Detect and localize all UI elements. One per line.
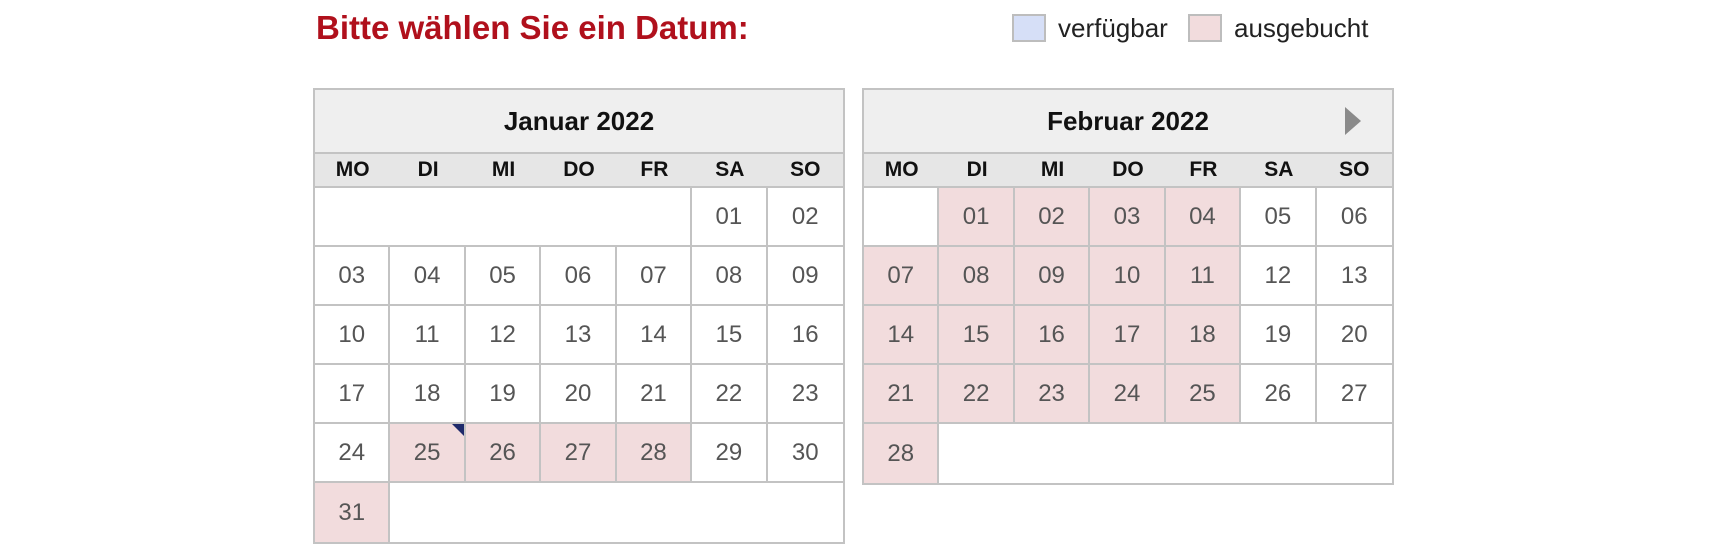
day-cell-03: 03 — [1090, 188, 1165, 247]
day-cell-04: 04 — [1166, 188, 1241, 247]
day-cell-03[interactable]: 03 — [315, 247, 390, 306]
day-cell-22[interactable]: 22 — [692, 365, 767, 424]
day-cell-25: 25 — [390, 424, 465, 483]
day-cell-27: 27 — [541, 424, 616, 483]
empty-cell — [939, 424, 1392, 483]
day-cell-24[interactable]: 24 — [315, 424, 390, 483]
weekday-sa: SA — [692, 154, 767, 186]
day-cell-07: 07 — [864, 247, 939, 306]
day-cell-13[interactable]: 13 — [1317, 247, 1392, 306]
calendar-header: Februar 2022 — [864, 90, 1392, 154]
day-cell-01[interactable]: 01 — [692, 188, 767, 247]
day-cell-02[interactable]: 02 — [768, 188, 843, 247]
empty-cell — [315, 188, 692, 247]
day-cell-12[interactable]: 12 — [1241, 247, 1316, 306]
legend-booked-swatch — [1188, 14, 1222, 42]
legend-booked-label: ausgebucht — [1234, 13, 1368, 44]
next-month-button[interactable] — [1342, 106, 1364, 136]
chevron-right-icon — [1345, 107, 1361, 135]
day-cell-09[interactable]: 09 — [768, 247, 843, 306]
weekday-mo: MO — [864, 154, 939, 186]
weekday-do: DO — [1090, 154, 1165, 186]
day-cell-20[interactable]: 20 — [541, 365, 616, 424]
day-cell-26: 26 — [466, 424, 541, 483]
weekday-mo: MO — [315, 154, 390, 186]
day-cell-23: 23 — [1015, 365, 1090, 424]
day-cell-07[interactable]: 07 — [617, 247, 692, 306]
day-cell-13[interactable]: 13 — [541, 306, 616, 365]
day-cell-25: 25 — [1166, 365, 1241, 424]
day-cell-09: 09 — [1015, 247, 1090, 306]
legend-booked: ausgebucht — [1188, 13, 1368, 43]
month-title: Januar 2022 — [504, 106, 654, 137]
days-grid: 01 02 03 04 05 06 07 08 09 10 11 12 13 14 15 16 17 18 19 20… — [315, 188, 843, 542]
day-cell-18[interactable]: 18 — [390, 365, 465, 424]
day-cell-26[interactable]: 26 — [1241, 365, 1316, 424]
day-cell-30[interactable]: 30 — [768, 424, 843, 483]
day-cell-02: 02 — [1015, 188, 1090, 247]
day-cell-04[interactable]: 04 — [390, 247, 465, 306]
day-cell-14[interactable]: 14 — [617, 306, 692, 365]
day-cell-10: 10 — [1090, 247, 1165, 306]
day-cell-06[interactable]: 06 — [1317, 188, 1392, 247]
day-cell-24: 24 — [1090, 365, 1165, 424]
day-cell-15: 15 — [939, 306, 1014, 365]
weekday-di: DI — [390, 154, 465, 186]
day-cell-28: 28 — [864, 424, 939, 483]
day-cell-12[interactable]: 12 — [466, 306, 541, 365]
weekday-do: DO — [541, 154, 616, 186]
day-cell-17[interactable]: 17 — [315, 365, 390, 424]
day-cell-14: 14 — [864, 306, 939, 365]
day-cell-11: 11 — [1166, 247, 1241, 306]
calendar-january: Januar 2022 MO DI MI DO FR SA SO 01 02 03 04 05 06 0… — [313, 88, 845, 544]
day-cell-10[interactable]: 10 — [315, 306, 390, 365]
day-cell-15[interactable]: 15 — [692, 306, 767, 365]
weekday-mi: MI — [466, 154, 541, 186]
day-cell-19[interactable]: 19 — [1241, 306, 1316, 365]
weekday-fr: FR — [1166, 154, 1241, 186]
day-cell-29[interactable]: 29 — [692, 424, 767, 483]
day-cell-18: 18 — [1166, 306, 1241, 365]
day-cell-17: 17 — [1090, 306, 1165, 365]
day-cell-20[interactable]: 20 — [1317, 306, 1392, 365]
month-title: Februar 2022 — [1047, 106, 1209, 137]
empty-cell — [864, 188, 939, 247]
day-cell-08[interactable]: 08 — [692, 247, 767, 306]
weekday-so: SO — [1317, 154, 1392, 186]
day-cell-28: 28 — [617, 424, 692, 483]
weekday-mi: MI — [1015, 154, 1090, 186]
weekday-so: SO — [768, 154, 843, 186]
day-cell-22: 22 — [939, 365, 1014, 424]
day-cell-08: 08 — [939, 247, 1014, 306]
calendar-february: Februar 2022 MO DI MI DO FR SA SO 01 02 03 04 05 06… — [862, 88, 1394, 485]
days-grid: 01 02 03 04 05 06 07 08 09 10 11 12 13 14 15 16 17 18 19 20… — [864, 188, 1392, 483]
day-cell-11[interactable]: 11 — [390, 306, 465, 365]
day-cell-05[interactable]: 05 — [1241, 188, 1316, 247]
weekday-fr: FR — [617, 154, 692, 186]
day-cell-06[interactable]: 06 — [541, 247, 616, 306]
page-title: Bitte wählen Sie ein Datum: — [316, 8, 749, 48]
day-cell-16: 16 — [1015, 306, 1090, 365]
empty-cell — [390, 483, 843, 542]
calendar-header: Januar 2022 — [315, 90, 843, 154]
weekday-di: DI — [939, 154, 1014, 186]
day-cell-23[interactable]: 23 — [768, 365, 843, 424]
day-cell-27[interactable]: 27 — [1317, 365, 1392, 424]
weekday-row: MO DI MI DO FR SA SO — [864, 154, 1392, 188]
legend-available-swatch — [1012, 14, 1046, 42]
day-cell-01: 01 — [939, 188, 1014, 247]
day-cell-21: 21 — [864, 365, 939, 424]
legend-available-label: verfügbar — [1058, 13, 1168, 44]
day-cell-31: 31 — [315, 483, 390, 542]
day-cell-05[interactable]: 05 — [466, 247, 541, 306]
day-cell-19[interactable]: 19 — [466, 365, 541, 424]
day-cell-21[interactable]: 21 — [617, 365, 692, 424]
legend-available: verfügbar — [1012, 13, 1168, 43]
weekday-sa: SA — [1241, 154, 1316, 186]
weekday-row: MO DI MI DO FR SA SO — [315, 154, 843, 188]
today-marker-icon — [452, 424, 464, 436]
day-cell-16[interactable]: 16 — [768, 306, 843, 365]
